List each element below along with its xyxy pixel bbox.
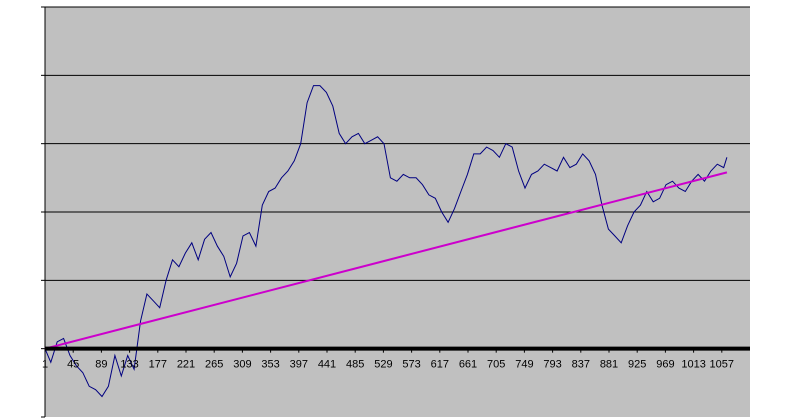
x-tick-label: 441 <box>318 359 336 371</box>
x-tick-label: 1013 <box>681 359 705 371</box>
x-tick-labels: 1 45 89 133 177 221 265 309 353 397 441 485 529 573 61… <box>42 348 734 371</box>
x-tick-label: 617 <box>431 359 449 371</box>
x-tick-label: 969 <box>656 359 674 371</box>
series-line <box>44 85 728 398</box>
x-tick-label: 925 <box>628 359 646 371</box>
x-tick-label: 221 <box>177 359 195 371</box>
x-tick-label: 133 <box>120 359 138 371</box>
x-tick-label: 705 <box>487 359 505 371</box>
gridlines <box>45 6 750 281</box>
x-tick-label: 661 <box>459 359 477 371</box>
x-tick-label: 353 <box>261 359 279 371</box>
x-tick-label: 573 <box>402 359 420 371</box>
x-tick-label: 749 <box>515 359 533 371</box>
x-tick-label: 1057 <box>710 359 734 371</box>
x-tick-label: 397 <box>290 359 308 371</box>
x-tick-label: 89 <box>95 359 107 371</box>
trend-line <box>44 171 728 350</box>
x-tick-label: 793 <box>543 359 561 371</box>
x-tick-label: 485 <box>346 359 364 371</box>
x-tick-label: 881 <box>600 359 618 371</box>
x-tick-label: 529 <box>374 359 392 371</box>
x-tick-label: 177 <box>149 359 167 371</box>
x-tick-label: 309 <box>233 359 251 371</box>
x-tick-label: 45 <box>67 359 79 371</box>
y-axis-ticks <box>41 6 45 418</box>
x-tick-label: 1 <box>42 359 48 371</box>
x-tick-label: 265 <box>205 359 223 371</box>
x-tick-label: 837 <box>572 359 590 371</box>
